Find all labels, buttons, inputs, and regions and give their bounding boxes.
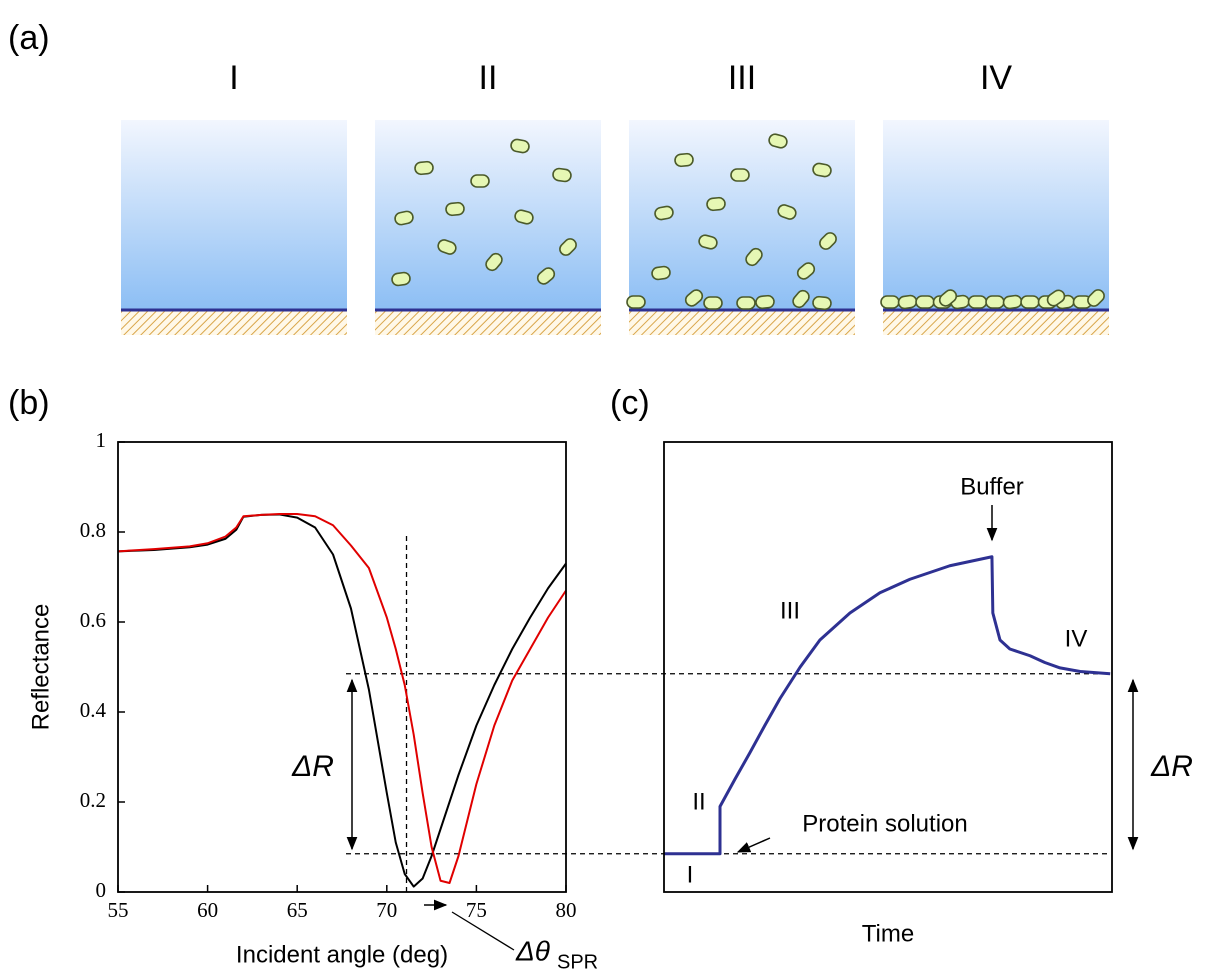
protein — [703, 296, 723, 310]
protein — [706, 196, 726, 212]
protein — [730, 168, 750, 182]
protein — [880, 295, 900, 309]
annotation: ΔR — [1150, 750, 1193, 783]
x-tick-label: 70 — [376, 898, 397, 922]
substrate — [121, 310, 347, 335]
series-line — [664, 555, 1111, 856]
protein — [985, 295, 1005, 309]
plot-frame — [663, 441, 1113, 893]
x-axis-label: Incident angle (deg) — [236, 941, 448, 968]
annotation: ΔR — [291, 750, 334, 783]
protein — [414, 160, 434, 176]
panel-label: (c) — [610, 384, 650, 422]
protein — [445, 201, 465, 217]
substrate — [629, 310, 855, 335]
protein — [684, 289, 704, 307]
protein — [1087, 289, 1105, 307]
protein — [938, 289, 958, 307]
protein — [651, 265, 671, 281]
stage-label: III — [728, 59, 756, 97]
protein — [812, 295, 832, 311]
x-tick-label: 55 — [108, 898, 129, 922]
protein — [654, 205, 674, 221]
chart-b-annotations: Reflectance Incident angle (deg) ΔR Δθ S… — [27, 604, 598, 974]
protein — [391, 271, 411, 287]
annotation: SPR — [557, 951, 598, 973]
annotation: III — [780, 597, 800, 624]
protein — [514, 209, 534, 225]
protein — [394, 210, 414, 226]
stage-label: IV — [980, 59, 1012, 97]
protein — [552, 167, 572, 183]
protein — [510, 138, 530, 154]
y-tick-label: 0.6 — [80, 608, 106, 632]
protein — [536, 267, 556, 285]
y-tick-label: 0 — [96, 878, 107, 902]
annotation: Protein solution — [802, 810, 967, 837]
protein — [915, 295, 935, 309]
substrate — [883, 310, 1109, 335]
annotation: Δθ — [515, 935, 550, 966]
y-tick-label: 0.4 — [80, 698, 107, 722]
protein — [559, 238, 577, 256]
protein — [470, 174, 490, 188]
x-tick-label: 80 — [556, 898, 577, 922]
protein — [437, 239, 457, 255]
series-line — [117, 513, 567, 888]
x-axis-label: Time — [862, 920, 914, 947]
y-tick-label: 0.8 — [80, 518, 106, 542]
protein — [967, 295, 988, 309]
annotation: II — [692, 788, 705, 815]
protein — [755, 294, 775, 310]
stage-label: II — [479, 59, 498, 97]
protein — [897, 294, 918, 310]
protein — [777, 204, 797, 220]
protein — [1002, 294, 1023, 310]
stage-label: I — [229, 59, 238, 97]
y-axis-label: Reflectance — [27, 604, 54, 731]
substrate — [375, 310, 601, 335]
protein — [1020, 295, 1040, 309]
panel-label: (a) — [8, 19, 50, 57]
protein — [796, 262, 816, 280]
panel-label: (b) — [8, 384, 50, 422]
annotation: Buffer — [960, 473, 1024, 500]
leader-line — [451, 911, 515, 951]
y-tick-label: 0.2 — [80, 788, 106, 812]
protein — [792, 289, 810, 309]
protein — [819, 232, 837, 250]
protein — [485, 252, 503, 272]
y-tick-label: 1 — [96, 428, 107, 452]
protein — [812, 162, 832, 178]
protein — [768, 133, 788, 149]
protein — [745, 247, 763, 267]
protein — [698, 234, 718, 250]
protein — [626, 295, 646, 309]
series-line — [117, 513, 567, 884]
protein — [674, 152, 694, 168]
annotation: I — [687, 861, 694, 888]
x-tick-label: 65 — [287, 898, 308, 922]
plot-frame — [117, 441, 567, 893]
x-tick-label: 75 — [466, 898, 487, 922]
chart-c-annotations: Time Buffer Protein solution I II III IV… — [687, 473, 1193, 947]
x-tick-label: 60 — [197, 898, 218, 922]
solution — [121, 120, 347, 310]
protein — [736, 296, 756, 310]
annotation: IV — [1065, 625, 1088, 652]
solution — [883, 120, 1109, 310]
protein — [1046, 289, 1066, 307]
arrow — [736, 837, 771, 853]
